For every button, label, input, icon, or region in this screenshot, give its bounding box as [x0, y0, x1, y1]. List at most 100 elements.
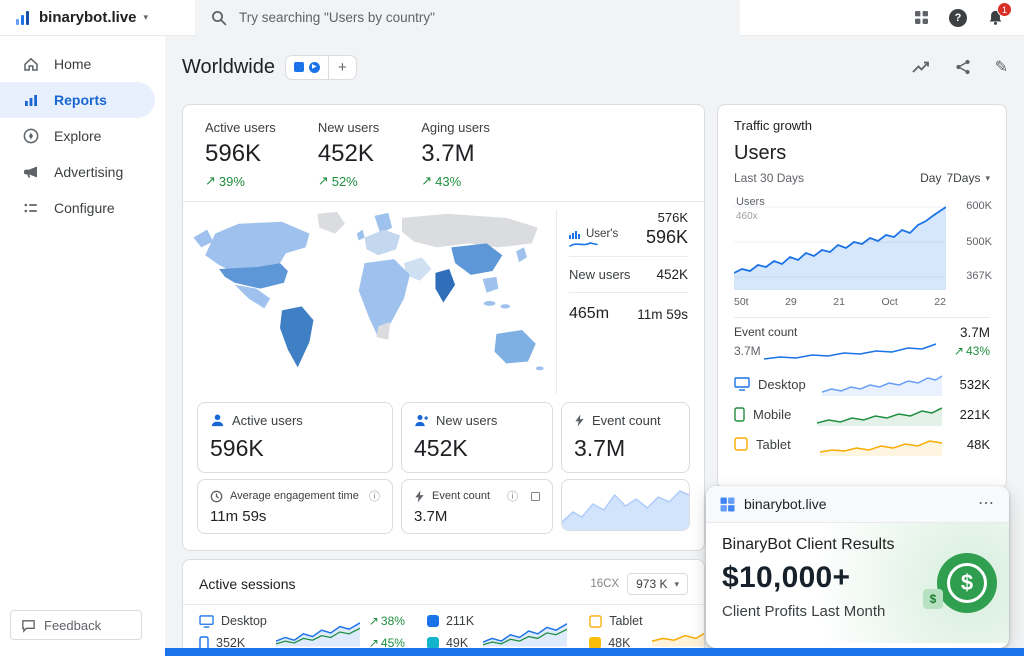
- brand-caret-icon[interactable]: ▾: [143, 12, 149, 22]
- add-comparison-button[interactable]: +: [338, 58, 347, 76]
- help-icon[interactable]: ?: [949, 8, 967, 27]
- page-header: Worldwide + ✎: [182, 50, 1008, 84]
- promo-body: BinaryBot Client Results $10,000+ Client…: [706, 523, 1009, 643]
- device-label: Tablet: [756, 436, 791, 452]
- bottom-accent-bar: [165, 648, 1024, 656]
- insights-trend-icon[interactable]: [911, 59, 931, 75]
- analytics-logo-icon: [14, 9, 32, 27]
- granularity-value: 7Days: [946, 171, 981, 185]
- topbar-actions: ? 1: [914, 2, 1024, 27]
- feedback-label: Feedback: [44, 617, 102, 633]
- info-icon[interactable]: ⓘ: [507, 491, 518, 503]
- device-value: 48K: [966, 436, 990, 452]
- sidebar-item-configure[interactable]: Configure: [0, 190, 165, 226]
- box-label: Average engagement time: [230, 490, 359, 502]
- engagement-left-value: 465m: [569, 305, 610, 322]
- device-value: 532K: [959, 376, 990, 392]
- search-bar[interactable]: [195, 0, 740, 36]
- box-label: Event count: [592, 413, 661, 428]
- sessions-desktop-column: Desktop 352K ↗ 38% ↗ 45%: [199, 614, 405, 650]
- tablet-icon: [589, 614, 602, 628]
- share-icon[interactable]: [955, 59, 971, 75]
- sessions-sparkline: [275, 622, 360, 647]
- metric-label: Active users: [205, 120, 276, 135]
- edit-pencil-icon[interactable]: ✎: [994, 59, 1008, 76]
- legend-sub: 460x: [736, 210, 758, 222]
- comparison-chip[interactable]: [286, 57, 328, 78]
- users-area-chart: [734, 206, 946, 290]
- map-stats-panel: 576K User's 596K: [556, 210, 688, 394]
- sidebar-item-advertising[interactable]: Advertising: [0, 154, 165, 190]
- device-label: Mobile: [753, 406, 792, 422]
- metric-aging-users: Aging users 3.7M ↗ 43%: [421, 120, 490, 189]
- sidebar: Home Reports Explore Advertising Configu…: [0, 36, 165, 656]
- promo-amount: $10,000+: [722, 561, 851, 594]
- session-label: 211K: [445, 614, 475, 628]
- event-count-area-chart: [562, 490, 689, 530]
- x-tick: 21: [833, 296, 845, 308]
- notifications-bell[interactable]: 1: [987, 2, 1012, 26]
- tablet-icon: [734, 437, 748, 451]
- search-input[interactable]: [239, 10, 724, 25]
- sessions-filter-value: 973 K: [636, 577, 668, 591]
- sessions-sparkline: [651, 632, 704, 647]
- home-icon: [22, 55, 40, 73]
- x-tick: Oct: [881, 296, 898, 308]
- trend-up-icon: ↗: [368, 636, 379, 650]
- metric-change: 52%: [331, 173, 358, 189]
- desktop-sparkline: [822, 375, 942, 396]
- brand-name: binarybot.live: [39, 9, 137, 26]
- box-value: 3.7M: [574, 435, 626, 461]
- engagement-right-value: 11m 59s: [637, 306, 688, 322]
- box-value: 452K: [414, 435, 468, 461]
- copy-icon[interactable]: [531, 491, 540, 501]
- bolt-icon: [414, 490, 425, 503]
- blue-square-icon: [426, 615, 439, 627]
- teal-square-icon: [426, 637, 439, 649]
- explore-compass-icon: [22, 127, 40, 145]
- person-add-icon: [414, 413, 429, 428]
- device-row-mobile: Mobile 221K: [734, 399, 990, 429]
- world-map-container: [183, 202, 556, 394]
- map-section: 576K User's 596K: [183, 202, 704, 394]
- sessions-filter-dropdown[interactable]: 973 K ▾: [627, 573, 688, 595]
- traffic-title: Traffic growth: [734, 118, 813, 133]
- event-count-line-chart: [764, 343, 936, 360]
- mobile-sparkline: [817, 407, 942, 426]
- box-label: New users: [436, 413, 498, 428]
- event-count-small-box: Event count ⓘ 3.7M: [401, 479, 553, 534]
- sidebar-item-label: Explore: [54, 128, 102, 144]
- sidebar-item-home[interactable]: Home: [0, 46, 165, 82]
- x-tick: 50t: [734, 296, 749, 308]
- session-change: 38%: [380, 614, 405, 628]
- info-icon[interactable]: ⓘ: [369, 491, 380, 503]
- configure-list-icon: [22, 199, 40, 217]
- more-options-icon[interactable]: ⋯: [978, 495, 995, 512]
- x-tick: 22: [934, 296, 946, 308]
- dollar-coin-icon: $: [937, 553, 997, 613]
- promo-subtitle: Client Profits Last Month: [722, 603, 886, 620]
- apps-grid-icon[interactable]: [914, 10, 929, 25]
- cash-badge-icon: $: [923, 589, 943, 609]
- session-value: 352K: [216, 636, 246, 650]
- sidebar-item-label: Home: [54, 56, 92, 72]
- map-stats-engagement-row: 465m 11m 59s: [569, 293, 688, 323]
- session-value: 48K: [608, 636, 631, 650]
- sidebar-item-explore[interactable]: Explore: [0, 118, 165, 154]
- feedback-chat-icon: [21, 618, 36, 633]
- sidebar-item-reports[interactable]: Reports: [0, 82, 155, 118]
- brand-area[interactable]: binarybot.live ▾: [0, 9, 195, 27]
- granularity-label: Day: [920, 171, 942, 185]
- traffic-period: Last 30 Days: [734, 171, 805, 185]
- granularity-dropdown[interactable]: Day 7Days ▾: [920, 171, 990, 185]
- trend-up-icon: ↗: [317, 173, 329, 188]
- metric-value: 452K: [317, 140, 374, 167]
- event-label: Event count: [734, 325, 798, 339]
- clock-icon: [210, 490, 223, 503]
- promo-logo-icon: [720, 497, 735, 512]
- tablet-sparkline: [820, 440, 942, 456]
- users-mini-label: User's: [586, 228, 619, 240]
- metric-label: Aging users: [421, 120, 490, 135]
- x-axis-labels: 50t 29 21 Oct 22: [734, 296, 946, 308]
- feedback-button[interactable]: Feedback: [10, 610, 142, 640]
